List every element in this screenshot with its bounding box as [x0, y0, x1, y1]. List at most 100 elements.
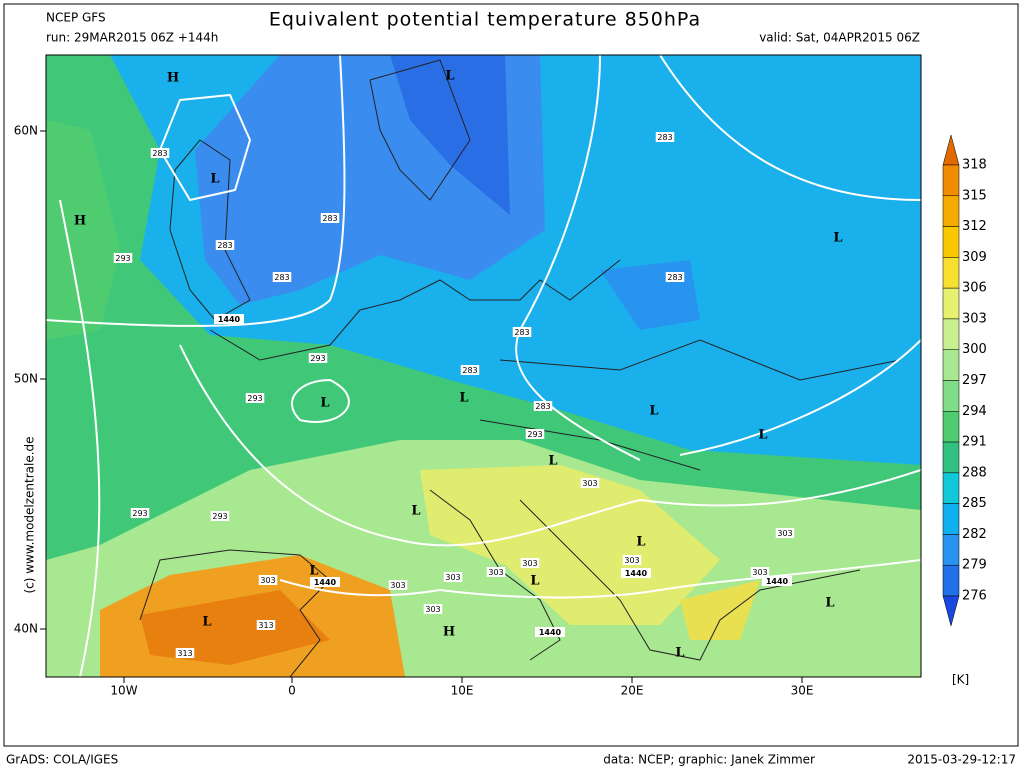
coast-scandinavia [369, 59, 471, 201]
contour-label: 283 [322, 214, 337, 223]
contour-label: 303 [522, 559, 537, 568]
contour-label: 293 [212, 512, 227, 521]
contour-label: 303 [582, 479, 597, 488]
label-box [533, 401, 553, 411]
contour-label: 303 [488, 568, 503, 577]
map-field: H L L H 283 283 283 283 293 1440 283 283 L 283 293 283 L… [46, 55, 921, 677]
colorbar-label: 315 [962, 188, 987, 203]
colorbar-segment [942, 380, 960, 412]
label-box [113, 253, 133, 263]
contour [659, 55, 921, 201]
contour [290, 378, 350, 423]
lon-label: 10E [451, 684, 474, 698]
pressure-center: L [758, 428, 767, 443]
title: Equivalent potential temperature 850hPa [269, 9, 701, 31]
pressure-center: H [167, 71, 179, 86]
colorbar-label: 279 [962, 558, 987, 573]
contour [179, 344, 921, 547]
unit-label: [K] [952, 673, 969, 687]
contour-label: 293 [310, 354, 325, 363]
colorbar-label: 288 [962, 465, 987, 480]
label-box [622, 555, 642, 565]
coast-balkans [519, 499, 861, 661]
colorbar-label: 312 [962, 219, 987, 234]
label-box [423, 604, 443, 614]
lon-label: 0 [288, 684, 296, 698]
colorbar: 318 315 312 309 306 303 300 297 294 291 288 285 282 2… [942, 134, 987, 627]
contour-label: 283 [514, 328, 529, 337]
pressure-center: L [459, 391, 468, 406]
colorbar-segment [942, 195, 960, 227]
colorbar-segment [942, 564, 960, 597]
contour-label: 303 [624, 556, 639, 565]
label-box [214, 314, 244, 324]
colorbar-segment [942, 411, 960, 443]
label-box [535, 627, 565, 637]
label-box [512, 327, 532, 337]
label-box [665, 272, 685, 282]
pressure-center: L [649, 404, 658, 419]
pressure-center: L [636, 535, 645, 550]
label-box [775, 528, 795, 538]
colorbar-cap [942, 134, 960, 166]
contour-label: 283 [217, 241, 232, 250]
label-box [175, 648, 195, 658]
colorbar-segment [942, 164, 960, 197]
label-box [320, 213, 340, 223]
pressure-center: L [833, 231, 842, 246]
credit: (c) www.modelzentrale.de [23, 436, 37, 593]
coast-britain [169, 139, 251, 321]
valid-time: valid: Sat, 04APR2015 06Z [759, 31, 920, 45]
lon-label: 20E [621, 684, 644, 698]
pressure-center: L [411, 504, 420, 519]
colorbar-label: 294 [962, 404, 987, 419]
contour [515, 55, 641, 461]
label-box [762, 576, 792, 586]
height-contours [46, 55, 921, 677]
colorbar-segment [942, 257, 960, 289]
lat-label: 50N [14, 372, 38, 386]
coast-iberia [139, 549, 331, 677]
colorbar-cap [942, 595, 960, 627]
contour-label: 303 [777, 529, 792, 538]
contour-label: 293 [115, 254, 130, 263]
field-hot-core [140, 590, 330, 665]
contour-label: 293 [247, 394, 262, 403]
colorbar-segment [942, 349, 960, 381]
label-box [443, 572, 463, 582]
contour-label: 303 [260, 576, 275, 585]
pressure-center: L [530, 574, 539, 589]
colorbar-segment [942, 472, 960, 504]
colorbar-label: 318 [962, 158, 987, 173]
contour [46, 55, 346, 327]
label-box [621, 568, 651, 578]
contour-label: 283 [535, 402, 550, 411]
pressure-center: H [74, 214, 86, 229]
label-box [310, 577, 340, 587]
colorbar-segment [942, 441, 960, 474]
field-cold-core [390, 55, 510, 215]
label-box [750, 567, 770, 577]
colorbar-label: 291 [962, 435, 987, 450]
field-warmer [420, 465, 720, 625]
contour-label: 313 [258, 621, 273, 630]
contour-label: 303 [445, 573, 460, 582]
lon-label: 10W [110, 684, 137, 698]
contour-label: 1440 [218, 315, 241, 324]
coast-north [209, 259, 621, 361]
contour-label: 1440 [539, 628, 562, 637]
map-labels: H L L H 283 283 283 283 293 1440 283 283 L 283 293 283 L… [74, 69, 843, 661]
label-box [388, 580, 408, 590]
contour-label: 303 [425, 605, 440, 614]
label-box [486, 567, 506, 577]
coast-italy [429, 489, 561, 661]
contour-label: 303 [390, 581, 405, 590]
pressure-center: L [309, 564, 318, 579]
colorbar-label: 306 [962, 281, 987, 296]
pressure-center: L [320, 396, 329, 411]
model-name: NCEP GFS [46, 11, 106, 25]
label-box [245, 393, 265, 403]
colorbar-segment [942, 287, 960, 320]
contour-label: 283 [274, 273, 289, 282]
